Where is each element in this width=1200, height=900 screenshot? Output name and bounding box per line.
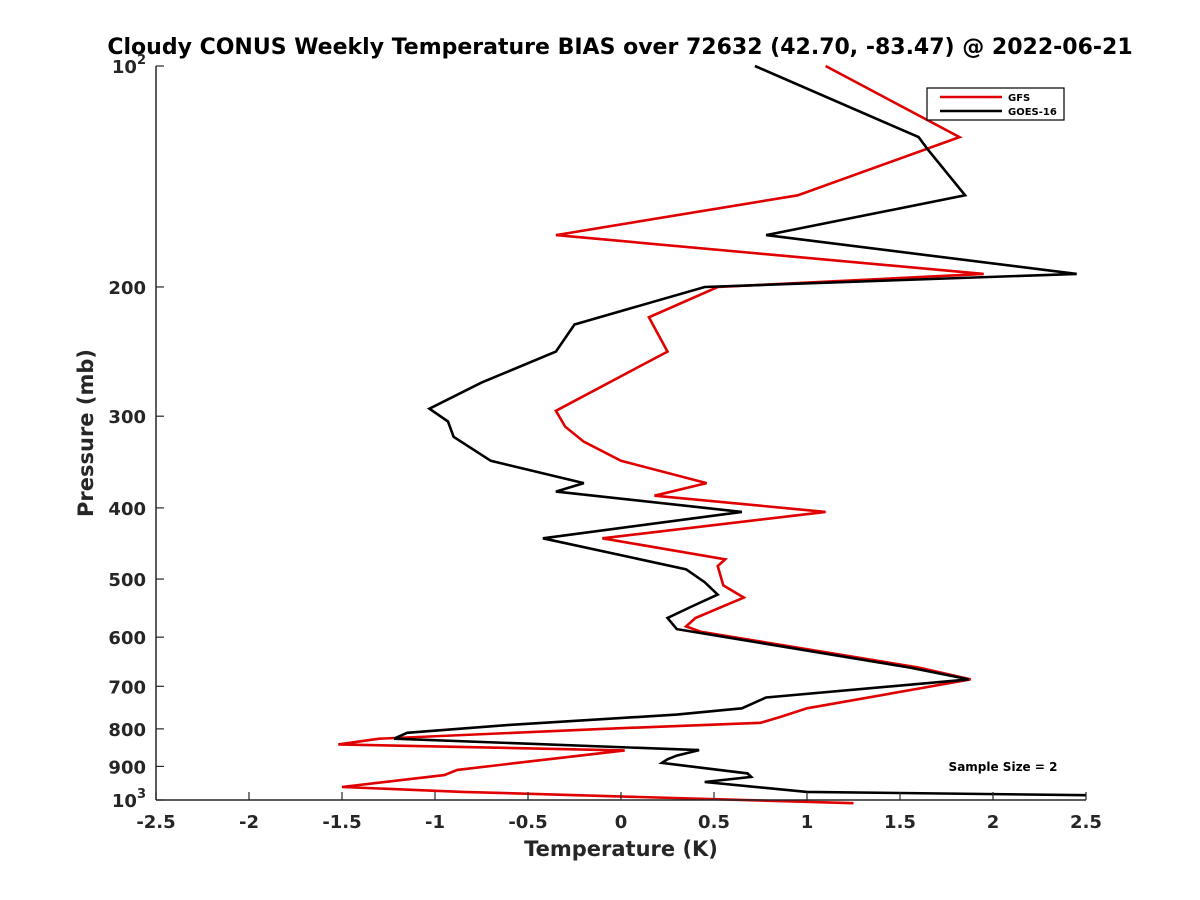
- x-axis-ticks: -2.5 -2 -1.5 -1 -0.5 0 0.5 1 1.5 2 2.5: [136, 792, 1102, 833]
- series-line-gfs: [338, 64, 984, 805]
- x-tick-label: -1: [425, 812, 445, 833]
- x-tick-label: -0.5: [508, 812, 547, 833]
- y-tick-label: 700: [108, 677, 146, 698]
- x-tick-label: 0: [615, 812, 628, 833]
- legend-box: [926, 87, 1065, 121]
- y-tick-label: 103: [112, 787, 146, 812]
- y-tick-label: 300: [108, 407, 146, 428]
- y-tick-exponent: 2: [137, 53, 146, 68]
- legend: GFS GOES-16: [926, 87, 1065, 121]
- x-tick-label: -2: [239, 812, 259, 833]
- y-axis-label: Pressure (mb): [74, 349, 98, 517]
- y-tick-base: 900: [108, 757, 146, 778]
- y-tick-base: 200: [108, 278, 146, 299]
- series-line-goes-16: [393, 64, 1087, 797]
- y-tick-base: 700: [108, 677, 146, 698]
- y-tick-label: 102: [112, 53, 146, 78]
- y-tick-label: 600: [108, 628, 146, 649]
- y-tick-base: 400: [108, 499, 146, 520]
- y-tick-label: 200: [108, 278, 146, 299]
- x-tick-label: -1.5: [322, 812, 361, 833]
- series-layer: [338, 64, 1087, 805]
- x-tick-label: -2.5: [136, 812, 175, 833]
- y-tick-exponent: 3: [137, 787, 146, 802]
- x-tick-label: 1.5: [884, 812, 916, 833]
- x-tick-label: 1: [801, 812, 814, 833]
- y-tick-label: 900: [108, 757, 146, 778]
- chart-title: Cloudy CONUS Weekly Temperature BIAS ove…: [107, 35, 1132, 60]
- y-tick-base: 800: [108, 720, 146, 741]
- y-tick-base: 300: [108, 407, 146, 428]
- legend-label-gfs: GFS: [1008, 93, 1030, 104]
- y-tick-label: 800: [108, 720, 146, 741]
- x-tick-label: 2.5: [1070, 812, 1102, 833]
- x-tick-label: 0.5: [698, 812, 730, 833]
- y-tick-base: 500: [108, 570, 146, 591]
- y-tick-label: 400: [108, 499, 146, 520]
- x-tick-label: 2: [987, 812, 1000, 833]
- y-tick-base: 600: [108, 628, 146, 649]
- x-axis-label: Temperature (K): [524, 837, 718, 861]
- legend-label-goes16: GOES-16: [1008, 107, 1057, 118]
- y-tick-base: 10: [112, 791, 137, 812]
- y-tick-label: 500: [108, 570, 146, 591]
- sample-size-note: Sample Size = 2: [949, 760, 1058, 774]
- plot-area: -2.5 -2 -1.5 -1 -0.5 0 0.5 1 1.5 2 2.5 10220030040…: [108, 53, 1102, 833]
- y-tick-base: 10: [112, 57, 137, 78]
